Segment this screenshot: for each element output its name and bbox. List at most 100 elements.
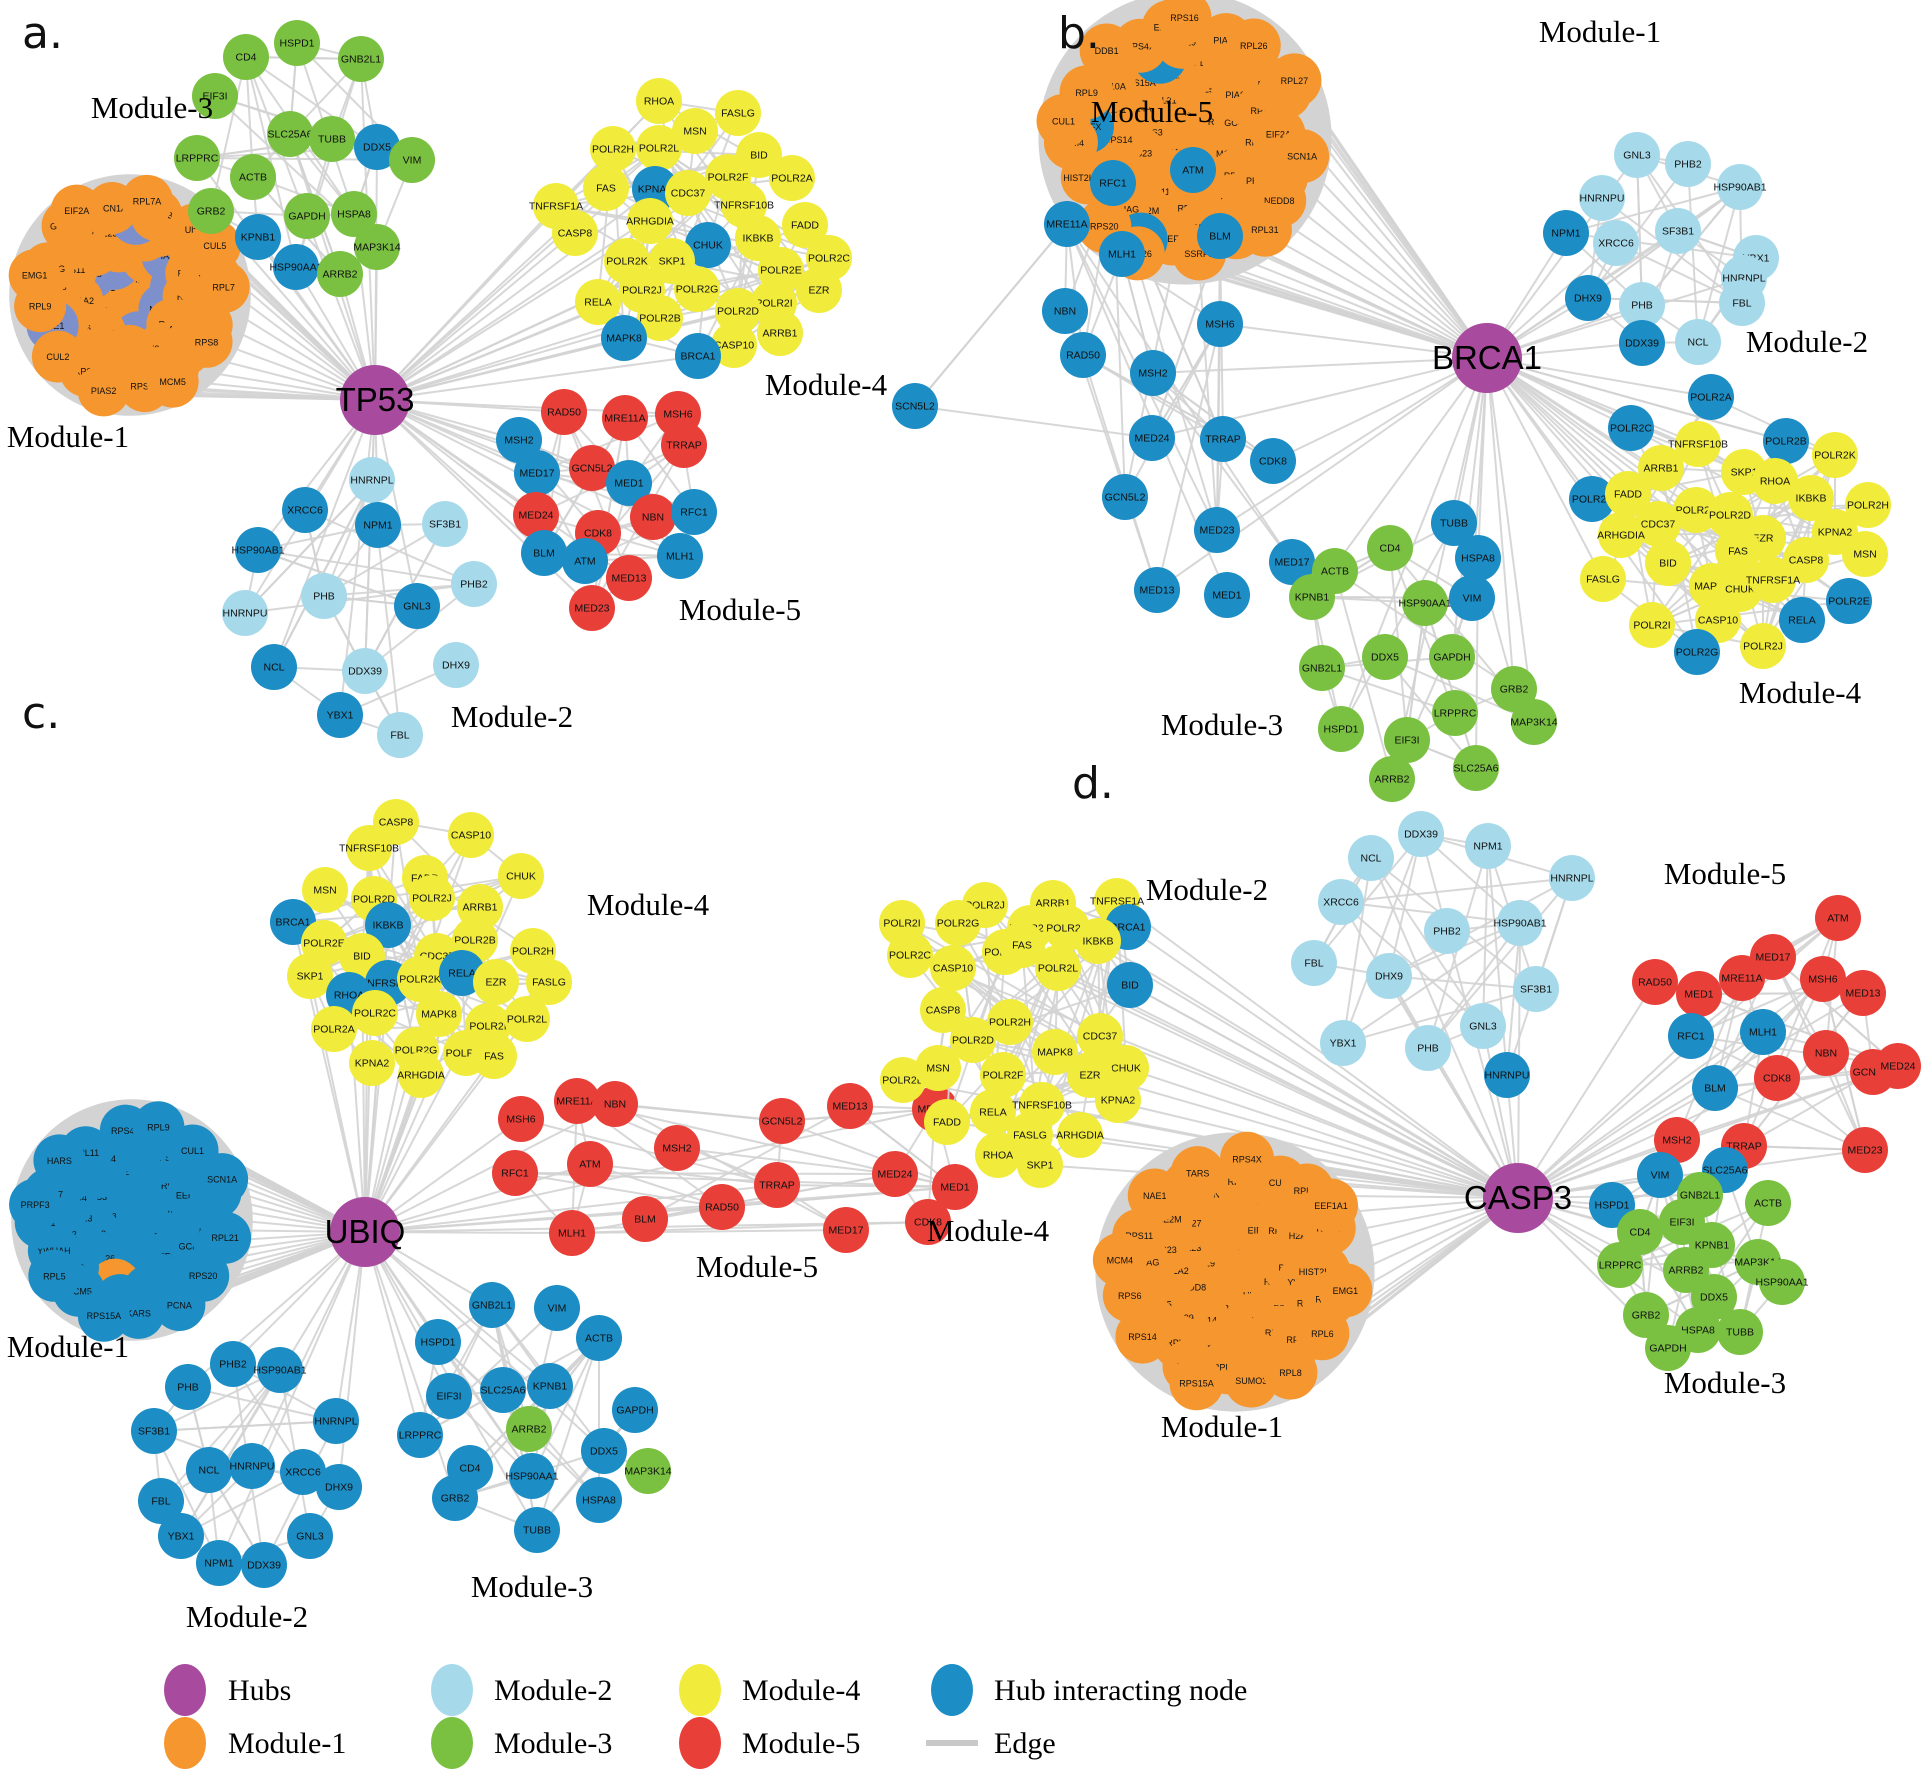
gene-node-rfc1[interactable]: RFC1 [492, 1150, 538, 1196]
gene-node-med24[interactable]: MED24 [1129, 415, 1175, 461]
gene-node-mlh1[interactable]: MLH1 [1099, 231, 1145, 277]
gene-node-polr2c[interactable]: POLR2C [887, 932, 933, 978]
gene-node-npm1[interactable]: NPM1 [1465, 823, 1511, 869]
gene-node-nbn[interactable]: NBN [1803, 1030, 1849, 1076]
gene-node-rad50[interactable]: RAD50 [699, 1184, 745, 1230]
gene-node-pias2[interactable]: PIAS2 [77, 364, 130, 417]
gene-node-med23[interactable]: MED23 [1842, 1127, 1888, 1173]
gene-node-mcm4[interactable]: MCM4 [1092, 1232, 1147, 1287]
gene-node-lrpprc[interactable]: LRPPRC [397, 1412, 443, 1458]
gene-node-eef1a1[interactable]: EEF1A1 [1304, 1178, 1359, 1233]
gene-node-phb[interactable]: PHB [301, 573, 347, 619]
gene-node-phb2[interactable]: PHB2 [1665, 141, 1711, 187]
gene-node-kpna2[interactable]: KPNA2 [349, 1040, 395, 1086]
gene-node-gnb2l1[interactable]: GNB2L1 [338, 36, 384, 82]
gene-node-xrcc6[interactable]: XRCC6 [1593, 220, 1639, 266]
gene-node-med13[interactable]: MED13 [1134, 567, 1180, 613]
gene-node-fbl[interactable]: FBL [1719, 280, 1765, 326]
gene-node-polr2e[interactable]: POLR2E [1826, 578, 1872, 624]
gene-node-rpl5[interactable]: RPL5 [28, 1249, 81, 1302]
gene-node-rad50[interactable]: RAD50 [1632, 959, 1678, 1005]
gene-node-actb[interactable]: ACTB [1745, 1180, 1791, 1226]
gene-node-polr2b[interactable]: POLR2B [1763, 418, 1809, 464]
gene-node-mre11a[interactable]: MRE11A [1044, 201, 1090, 247]
gene-node-mre11a[interactable]: MRE11A [602, 395, 648, 441]
gene-node-rps4x[interactable]: RPS4X [1220, 1131, 1275, 1186]
gene-node-msh2[interactable]: MSH2 [654, 1125, 700, 1171]
gene-node-med24[interactable]: MED24 [513, 492, 559, 538]
gene-node-bid[interactable]: BID [1107, 962, 1153, 1008]
gene-node-phb[interactable]: PHB [165, 1364, 211, 1410]
gene-node-npm1[interactable]: NPM1 [196, 1540, 242, 1586]
gene-node-blm[interactable]: BLM [521, 530, 567, 576]
gene-node-atm[interactable]: ATM [567, 1141, 613, 1187]
gene-node-cd4[interactable]: CD4 [1367, 525, 1413, 571]
gene-node-grb2[interactable]: GRB2 [432, 1475, 478, 1521]
gene-node-xrcc6[interactable]: XRCC6 [1318, 879, 1364, 925]
gene-node-rps8[interactable]: RPS8 [180, 315, 233, 368]
gene-node-slc25a6[interactable]: SLC25A6 [267, 111, 313, 157]
gene-node-phb2[interactable]: PHB2 [1424, 908, 1470, 954]
gene-node-ybx1[interactable]: YBX1 [317, 692, 363, 738]
gene-node-ncl[interactable]: NCL [1675, 319, 1721, 365]
gene-node-rpl8[interactable]: RPL8 [1263, 1345, 1318, 1400]
gene-node-msh6[interactable]: MSH6 [1800, 956, 1846, 1002]
gene-node-arrb2[interactable]: ARRB2 [1369, 756, 1415, 802]
gene-node-kpnb1[interactable]: KPNB1 [527, 1363, 573, 1409]
gene-node-blm[interactable]: BLM [622, 1196, 668, 1242]
gene-node-med23[interactable]: MED23 [1194, 507, 1240, 553]
gene-node-gapdh[interactable]: GAPDH [284, 193, 330, 239]
gene-node-polr2k[interactable]: POLR2K [1812, 432, 1858, 478]
gene-node-cd4[interactable]: CD4 [223, 34, 269, 80]
gene-node-nbn[interactable]: NBN [592, 1081, 638, 1127]
gene-node-fadd[interactable]: FADD [924, 1099, 970, 1145]
gene-node-cdc37[interactable]: CDC37 [665, 170, 711, 216]
gene-node-trrap[interactable]: TRRAP [1200, 416, 1246, 462]
gene-node-rpl27[interactable]: RPL27 [1267, 53, 1322, 108]
gene-node-actb[interactable]: ACTB [576, 1315, 622, 1361]
gene-node-slc25a6[interactable]: SLC25A6 [480, 1367, 526, 1413]
gene-node-ncl[interactable]: NCL [1348, 835, 1394, 881]
gene-node-hars[interactable]: HARS [33, 1134, 86, 1187]
gene-node-ybx1[interactable]: YBX1 [158, 1513, 204, 1559]
gene-node-tubb[interactable]: TUBB [1717, 1309, 1763, 1355]
gene-node-mlh1[interactable]: MLH1 [1740, 1009, 1786, 1055]
gene-node-gnb2l1[interactable]: GNB2L1 [469, 1282, 515, 1328]
gene-node-rps15a[interactable]: RPS15A [1169, 1356, 1224, 1411]
gene-node-hspa8[interactable]: HSPA8 [1455, 535, 1501, 581]
gene-node-hnrnpu[interactable]: HNRNPU [1579, 175, 1625, 221]
gene-node-rpl21[interactable]: RPL21 [199, 1211, 252, 1264]
gene-node-med1[interactable]: MED1 [1676, 971, 1722, 1017]
gene-node-phb2[interactable]: PHB2 [210, 1341, 256, 1387]
gene-node-polr2j[interactable]: POLR2J [409, 875, 455, 921]
gene-node-ikbkb[interactable]: IKBKB [1075, 918, 1121, 964]
gene-node-dhx9[interactable]: DHX9 [433, 642, 479, 688]
gene-node-med17[interactable]: MED17 [514, 450, 560, 496]
gene-node-fas[interactable]: FAS [583, 165, 629, 211]
gene-node-eif2a[interactable]: EIF2A [50, 184, 103, 237]
gene-node-med13[interactable]: MED13 [827, 1083, 873, 1129]
gene-node-rad50[interactable]: RAD50 [541, 389, 587, 435]
gene-node-cul1[interactable]: CUL1 [1036, 93, 1091, 148]
gene-node-arrb2[interactable]: ARRB2 [506, 1406, 552, 1452]
gene-node-phb[interactable]: PHB [1405, 1025, 1451, 1071]
gene-node-msh6[interactable]: MSH6 [1197, 301, 1243, 347]
gene-node-skp1[interactable]: SKP1 [1017, 1142, 1063, 1188]
gene-node-med1[interactable]: MED1 [1204, 572, 1250, 618]
gene-node-fbl[interactable]: FBL [377, 712, 423, 758]
gene-node-polr2l[interactable]: POLR2L [1035, 945, 1081, 991]
gene-node-ddx39[interactable]: DDX39 [241, 1542, 287, 1588]
gene-node-xrcc6[interactable]: XRCC6 [282, 487, 328, 533]
gene-node-gapdh[interactable]: GAPDH [1429, 634, 1475, 680]
gene-node-blm[interactable]: BLM [1197, 213, 1243, 259]
gene-node-npm1[interactable]: NPM1 [355, 502, 401, 548]
gene-node-mlh1[interactable]: MLH1 [549, 1210, 595, 1256]
gene-node-rpl9[interactable]: RPL9 [132, 1101, 185, 1154]
gene-node-actb[interactable]: ACTB [230, 154, 276, 200]
gene-node-hspd1[interactable]: HSPD1 [274, 20, 320, 66]
gene-node-polr2c[interactable]: POLR2C [1608, 405, 1654, 451]
gene-node-msn[interactable]: MSN [1842, 531, 1888, 577]
gene-node-sf3b1[interactable]: SF3B1 [131, 1408, 177, 1454]
gene-node-cdk8[interactable]: CDK8 [1250, 438, 1296, 484]
gene-node-faslg[interactable]: FASLG [1580, 556, 1626, 602]
